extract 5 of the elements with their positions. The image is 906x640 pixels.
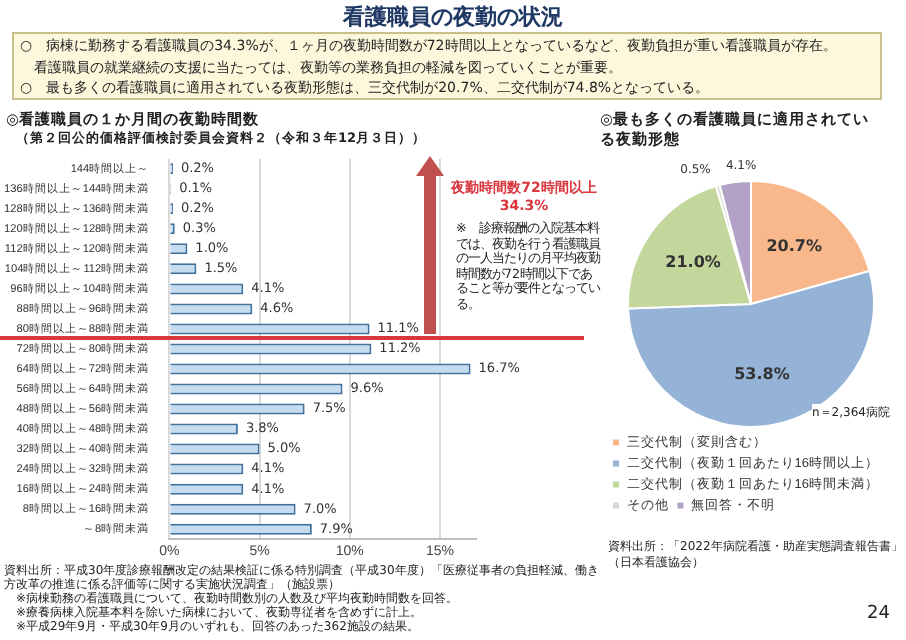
data-label: 53.8% bbox=[734, 364, 790, 383]
data-label: 21.0% bbox=[665, 252, 721, 271]
text: 24 bbox=[865, 604, 890, 624]
text: 看護職員の夜勤の状況 bbox=[340, 2, 565, 32]
data-label: 20.7% bbox=[766, 237, 822, 256]
